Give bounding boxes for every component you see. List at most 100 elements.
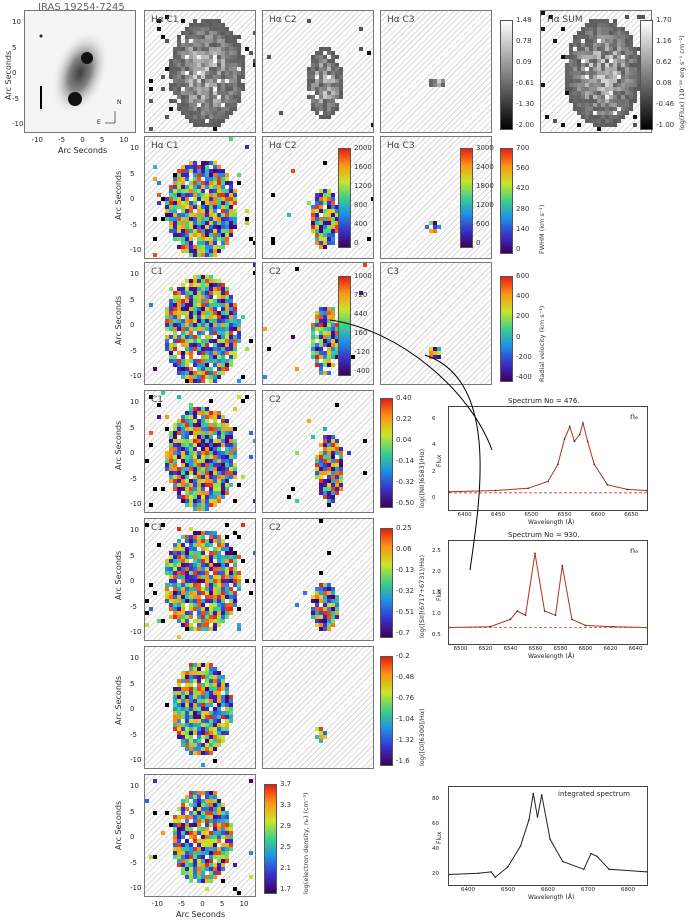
map-pixel xyxy=(319,583,323,587)
spectrum-line xyxy=(448,553,648,628)
map-pixel xyxy=(185,535,189,539)
map-pixel xyxy=(213,567,217,571)
y-tick: 5 xyxy=(130,295,135,304)
map-pixel xyxy=(201,233,205,237)
map-image xyxy=(149,263,255,383)
map-pixel xyxy=(581,103,585,107)
map-pixel xyxy=(201,359,205,363)
map-pixel xyxy=(205,295,209,299)
map-pixel xyxy=(185,209,189,213)
map-pixel xyxy=(335,103,339,107)
map-pixel xyxy=(629,59,633,63)
map-pixel xyxy=(169,435,173,439)
map-pixel xyxy=(189,487,193,491)
map-pixel xyxy=(327,583,331,587)
map-pixel xyxy=(189,181,193,185)
map-pixel xyxy=(185,731,189,735)
map-pixel xyxy=(177,827,181,831)
map-pixel xyxy=(173,459,177,463)
map-pixel xyxy=(213,315,217,319)
map-pixel xyxy=(315,217,319,221)
map-pixel xyxy=(205,307,209,311)
map-pixel xyxy=(617,115,621,119)
map-pixel xyxy=(217,107,221,111)
map-pixel xyxy=(177,63,181,67)
map-pixel xyxy=(609,103,613,107)
map-pixel xyxy=(193,575,197,579)
spectrum-point xyxy=(477,872,480,875)
map-pixel xyxy=(193,291,197,295)
map-pixel xyxy=(335,615,339,619)
map-pixel xyxy=(209,735,213,739)
map-image xyxy=(149,15,255,131)
map-pixel xyxy=(569,67,573,71)
map-pixel xyxy=(201,719,205,723)
map-pixel xyxy=(185,859,189,863)
map-pixel xyxy=(205,31,209,35)
map-pixel xyxy=(205,35,209,39)
map-pixel xyxy=(221,27,225,31)
map-pixel xyxy=(217,327,221,331)
y-tick: 0 xyxy=(12,69,17,77)
map-pixel xyxy=(229,611,233,615)
colorbar-ticks: 600 400 200 0 -200 -400 xyxy=(516,273,532,381)
map-pixel xyxy=(165,587,169,591)
map-pixel xyxy=(213,503,217,507)
map-pixel xyxy=(169,315,173,319)
map-pixel xyxy=(601,31,605,35)
spectrum-point xyxy=(626,488,628,491)
map-pixel xyxy=(209,307,213,311)
map-pixel xyxy=(315,213,319,217)
map-pixel xyxy=(149,79,153,83)
map-pixel xyxy=(189,287,193,291)
colorbar-sii xyxy=(380,528,393,638)
map-pixel xyxy=(181,471,185,475)
map-pixel xyxy=(209,579,213,583)
map-pixel xyxy=(185,221,189,225)
map-pixel xyxy=(589,31,593,35)
map-pixel xyxy=(327,87,331,91)
map-pixel xyxy=(197,455,201,459)
map-pixel xyxy=(149,503,153,507)
map-pixel xyxy=(225,719,229,723)
map-pixel xyxy=(189,169,193,173)
map-pixel xyxy=(169,479,173,483)
spectrum-point xyxy=(516,610,519,612)
map-pixel xyxy=(221,863,225,867)
map-pixel xyxy=(177,635,181,639)
map-pixel xyxy=(145,459,149,463)
map-pixel xyxy=(209,279,213,283)
map-pixel xyxy=(331,339,335,343)
map-pixel xyxy=(205,719,209,723)
map-pixel xyxy=(221,695,225,699)
map-pixel xyxy=(229,575,233,579)
map-pixel xyxy=(213,587,217,591)
map-pixel xyxy=(209,491,213,495)
map-pixel xyxy=(249,51,253,55)
spectrum-title: Spectrum No = 930. xyxy=(508,531,580,539)
map-pixel xyxy=(193,19,197,23)
map-pixel xyxy=(331,343,335,347)
colorbar-ticks: 2000 1600 1200 800 400 0 xyxy=(354,145,372,247)
map-pixel xyxy=(233,71,237,75)
map-pixel xyxy=(189,327,193,331)
map-pixel xyxy=(209,703,213,707)
map-pixel xyxy=(221,455,225,459)
map-pixel xyxy=(169,583,173,587)
map-pixel xyxy=(173,719,177,723)
map-pixel xyxy=(169,335,173,339)
map-pixel xyxy=(193,459,197,463)
map-pixel xyxy=(197,185,201,189)
map-pixel xyxy=(205,99,209,103)
map-pixel xyxy=(229,463,233,467)
map-pixel xyxy=(197,803,201,807)
y-tick: -10 xyxy=(12,120,24,128)
map-pixel xyxy=(197,799,201,803)
map-pixel xyxy=(221,451,225,455)
map-pixel xyxy=(237,335,241,339)
map-pixel xyxy=(205,335,209,339)
map-pixel xyxy=(201,723,205,727)
map-pixel xyxy=(625,59,629,63)
map-pixel xyxy=(245,347,249,351)
map-pixel xyxy=(181,695,185,699)
